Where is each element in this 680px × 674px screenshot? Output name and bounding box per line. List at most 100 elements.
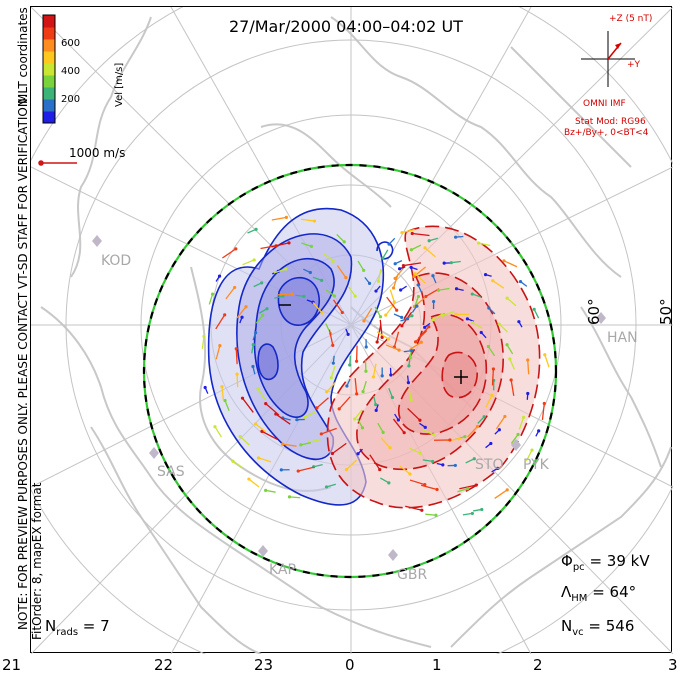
velocity-vector-origin [396, 418, 400, 422]
velocity-vector [304, 411, 316, 418]
velocity-vector-origin [387, 481, 391, 485]
velocity-vector [354, 409, 363, 420]
velocity-vector [422, 429, 435, 436]
velocity-vector-origin [487, 306, 491, 310]
velocity-vector [232, 460, 244, 469]
radar-site-han: HAN [607, 330, 638, 346]
velocity-vector-origin [400, 324, 404, 328]
velocity-vector [271, 242, 290, 248]
velocity-vector-origin [398, 267, 402, 271]
velocity-vector [369, 454, 381, 470]
imf-dial [581, 31, 635, 87]
velocity-vector-origin [434, 513, 438, 517]
velocity-vector [321, 427, 337, 435]
velocity-vector-origin [466, 487, 470, 491]
velocity-vector-origin [218, 344, 222, 348]
velocity-vector [401, 228, 415, 234]
velocity-vector-origin [399, 288, 403, 292]
velocity-vector-origin [324, 485, 329, 489]
velocity-vector-origin [320, 311, 324, 315]
velocity-vector-origin [254, 331, 258, 335]
velocity-vector-origin [284, 267, 288, 271]
velocity-vector-origin [319, 432, 323, 436]
velocity-vector [377, 269, 382, 282]
velocity-vector-origin [386, 337, 391, 341]
velocity-vector-origin [378, 467, 382, 472]
velocity-vector [467, 426, 478, 438]
velocity-vector [541, 403, 545, 420]
velocity-vector-origin [402, 431, 406, 435]
colorbar-label: Vel [m/s] [114, 62, 125, 107]
velocity-vector-origin [244, 305, 248, 309]
velocity-vector [338, 396, 351, 410]
velocity-vector [394, 266, 405, 279]
velocity-vector [248, 478, 260, 488]
velocity-vector-origin [256, 387, 260, 391]
velocity-vectors [201, 215, 550, 517]
velocity-vector [485, 394, 493, 408]
velocity-vector [409, 479, 425, 486]
velocity-vector [388, 387, 394, 398]
velocity-vector-origin [508, 357, 512, 361]
velocity-vector [357, 260, 365, 271]
velocity-vector-origin [348, 363, 352, 367]
velocity-vector-origin [320, 278, 324, 282]
velocity-vector-origin [346, 332, 350, 336]
velocity-vector [533, 309, 540, 319]
velocity-vector [215, 345, 221, 360]
velocity-vector-origin [260, 281, 264, 285]
vector-count: Nvc = 546 [561, 617, 635, 638]
velocity-vector-origin [408, 356, 412, 360]
velocity-vector-origin [526, 358, 530, 362]
velocity-vector-origin [308, 270, 312, 275]
velocity-vector-origin [423, 325, 427, 329]
velocity-vector [354, 378, 358, 394]
velocity-vector-origin [432, 299, 436, 304]
velocity-vector [403, 262, 422, 267]
velocity-vector-origin [442, 261, 446, 265]
velocity-vector-origin [409, 265, 413, 269]
velocity-vector-origin [203, 385, 207, 390]
velocity-vector-origin [418, 451, 422, 455]
radar-site-gbr: GBR [397, 567, 428, 583]
velocity-vector [376, 331, 389, 340]
velocity-vector-origin [390, 395, 395, 400]
velocity-vector [328, 329, 334, 346]
velocity-vector [399, 465, 411, 475]
velocity-vector-origin [532, 307, 536, 311]
map-title: 27/Mar/2000 04:00–04:02 UT [229, 17, 463, 36]
velocity-vector-origin [521, 415, 526, 420]
velocity-vector [417, 326, 430, 339]
velocity-vector-origin [299, 443, 303, 447]
velocity-vector-origin [303, 415, 307, 419]
velocity-vector [379, 477, 390, 484]
velocity-vector [424, 247, 436, 258]
velocity-vector [386, 296, 398, 311]
velocity-vector-origin [312, 219, 317, 223]
velocity-vector-origin [470, 511, 474, 516]
velocity-vector-origin [252, 258, 256, 262]
velocity-vector-origin [395, 308, 399, 312]
velocity-vector [235, 348, 238, 365]
colorbar-frame [42, 14, 56, 124]
velocity-vector-origin [364, 345, 368, 349]
velocity-vector-origin [424, 294, 428, 299]
velocity-vector [510, 434, 519, 444]
velocity-vector [407, 407, 421, 421]
velocity-vector-origin [376, 279, 381, 283]
velocity-vector [525, 449, 533, 462]
velocity-vector-origin [423, 483, 427, 487]
velocity-vector [300, 218, 315, 222]
velocity-vector [392, 418, 405, 434]
velocity-vector [316, 397, 329, 409]
velocity-vector [282, 443, 297, 447]
velocity-vector [332, 442, 347, 455]
radar-site-pyk: PYK [523, 457, 549, 473]
velocity-vector-origin [388, 446, 392, 450]
velocity-vector-origin [400, 315, 404, 319]
velocity-vector [412, 232, 430, 237]
velocity-vector-origin [325, 390, 329, 394]
velocity-vector-origin [503, 414, 507, 419]
velocity-vector [201, 336, 205, 349]
preview-note: NOTE: FOR PREVIEW PURPOSES ONLY. PLEASE … [16, 94, 30, 630]
